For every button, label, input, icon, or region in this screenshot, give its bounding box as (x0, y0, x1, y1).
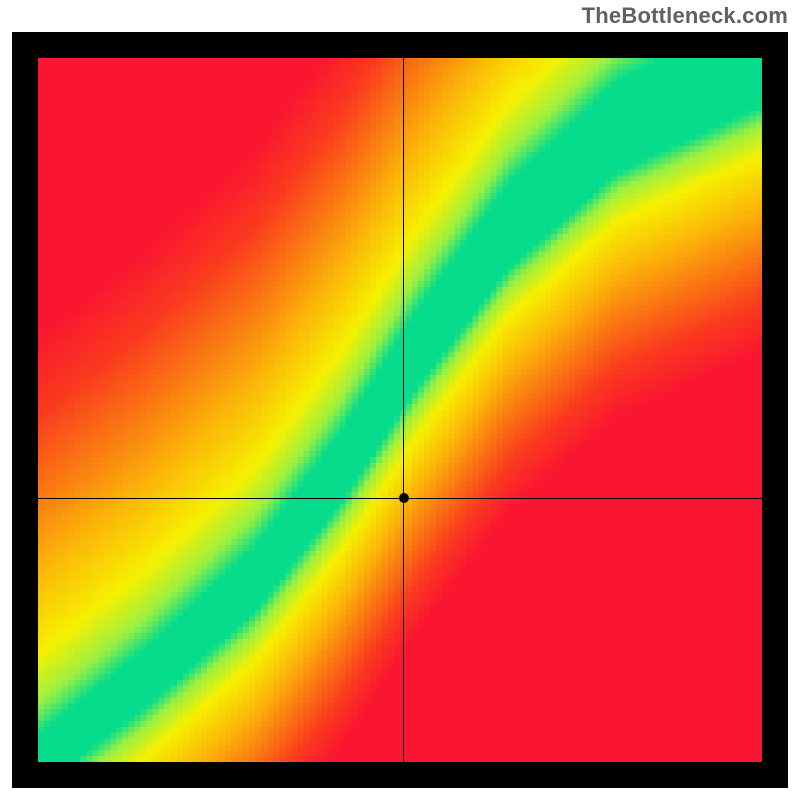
viewport: TheBottleneck.com (0, 0, 800, 800)
bottleneck-heatmap (38, 58, 762, 762)
crosshair-vertical-line (403, 58, 404, 762)
attribution-text: TheBottleneck.com (582, 3, 788, 29)
selection-marker (399, 493, 409, 503)
